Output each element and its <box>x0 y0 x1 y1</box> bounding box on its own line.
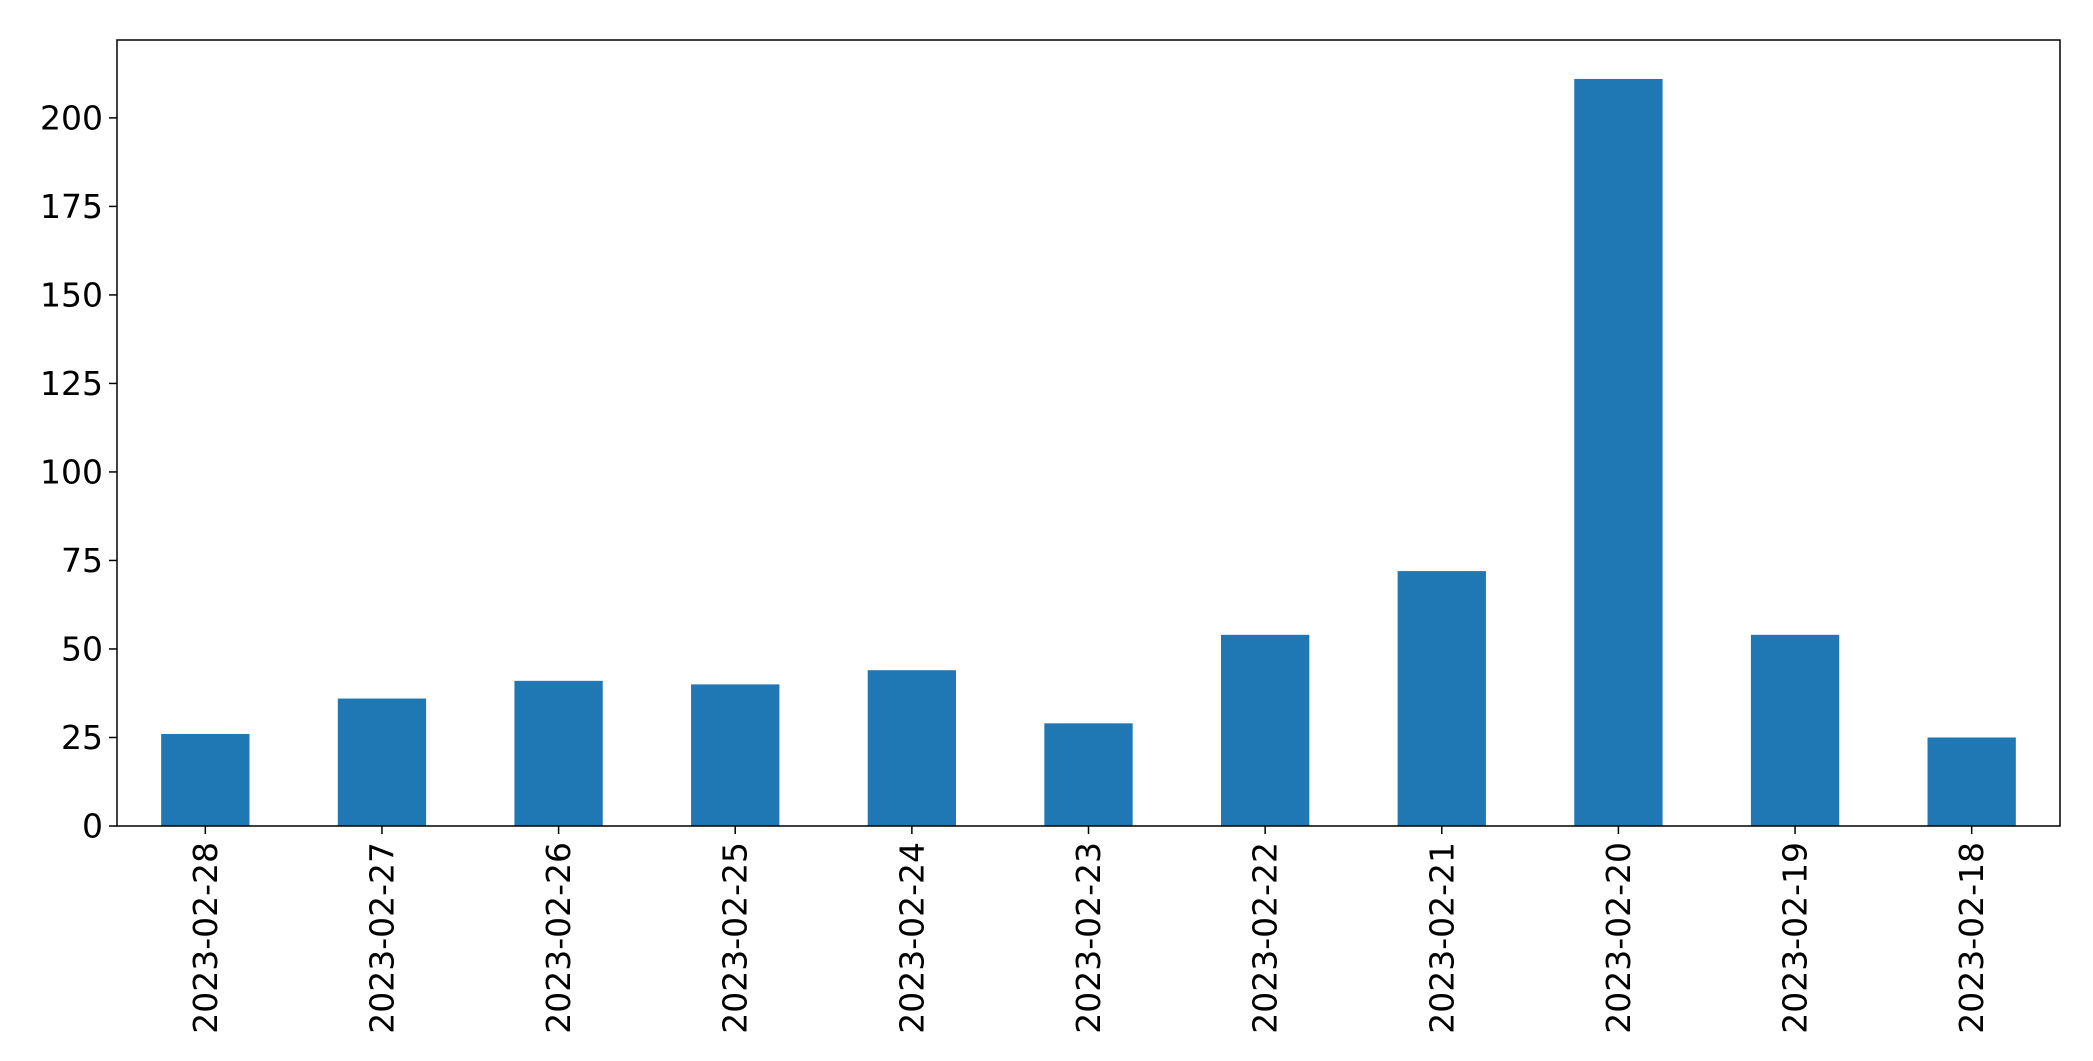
x-tick-label: 2023-02-21 <box>1422 842 1461 1034</box>
y-tick-label: 0 <box>82 807 103 846</box>
y-axis: 0 25 50 75 100 125 150 175 200 <box>40 98 117 846</box>
bar-2023-02-18 <box>1927 737 2016 826</box>
bars <box>161 78 2016 827</box>
bar-2023-02-28 <box>161 733 250 826</box>
y-tick-label: 25 <box>61 718 103 757</box>
x-tick-label: 2023-02-18 <box>1952 842 1991 1034</box>
bar-2023-02-22 <box>1220 634 1310 826</box>
x-tick-label: 2023-02-26 <box>539 842 578 1034</box>
bar-2023-02-20 <box>1574 78 1663 827</box>
y-tick-label: 125 <box>40 364 103 403</box>
y-tick-label: 150 <box>40 275 103 314</box>
bar-2023-02-27 <box>337 698 427 826</box>
x-tick-label: 2023-02-19 <box>1776 842 1815 1034</box>
y-tick-label: 100 <box>40 452 103 491</box>
y-tick-label: 75 <box>61 541 103 580</box>
x-tick-label: 2023-02-20 <box>1599 842 1638 1034</box>
y-tick-label: 175 <box>40 187 103 226</box>
x-axis: 2023-02-28 2023-02-27 2023-02-26 2023-02-25… <box>186 826 1991 1034</box>
x-tick-label: 2023-02-23 <box>1069 842 1108 1034</box>
x-tick-label: 2023-02-24 <box>892 842 931 1034</box>
bar-2023-02-23 <box>1044 723 1133 826</box>
bar-2023-02-25 <box>691 684 780 826</box>
x-tick-label: 2023-02-27 <box>362 842 401 1034</box>
bar-2023-02-19 <box>1750 634 1840 826</box>
y-tick-label: 200 <box>40 98 103 137</box>
x-tick-label: 2023-02-25 <box>716 842 755 1034</box>
bar-2023-02-21 <box>1397 571 1486 826</box>
x-tick-label: 2023-02-22 <box>1246 842 1285 1034</box>
x-tick-label: 2023-02-28 <box>186 842 225 1034</box>
bar-2023-02-26 <box>514 680 603 826</box>
y-tick-label: 50 <box>61 629 103 668</box>
bar-2023-02-24 <box>867 670 957 826</box>
plot-frame <box>116 39 2061 827</box>
